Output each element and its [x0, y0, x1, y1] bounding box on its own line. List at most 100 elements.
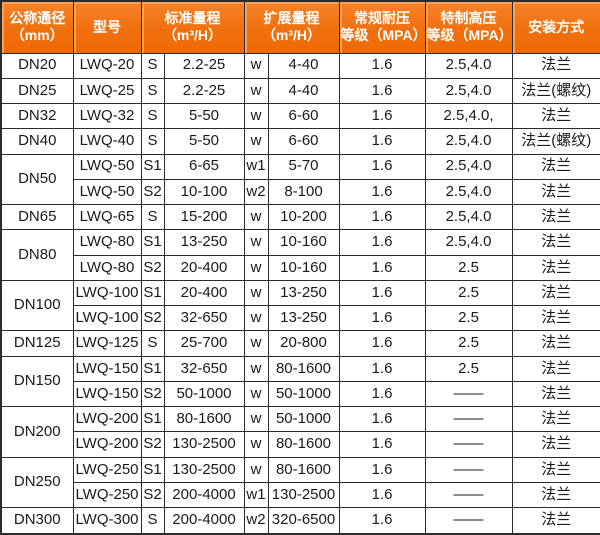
cell-extended-code: w: [243, 52, 269, 79]
table-row: DN80 LWQ-80 S1 13-250 w 10-160 1.6 2.5,4.0 法兰: [0, 229, 600, 281]
cell-extended-code: w: [243, 128, 269, 155]
header-line: 等级（MPA）: [340, 27, 425, 44]
cell-standard-code: S1: [140, 153, 165, 180]
cell-standard-range: 50-1000: [163, 380, 245, 408]
cell-model: LWQ-65: [72, 204, 142, 231]
cell-model: LWQ-20: [72, 52, 142, 79]
cell-standard-code: S: [140, 77, 165, 105]
cell-extended-code: w: [243, 330, 269, 357]
cell-standard-range: 200-4000: [163, 507, 245, 535]
cell-normal-pressure: 1.6: [338, 279, 426, 307]
cell-extended-range: 130-2500: [267, 482, 340, 509]
cell-standard-range: 2.2-25: [163, 77, 245, 105]
cell-extended-range: 4-40: [267, 52, 340, 79]
cell-standard-range: 25-700: [163, 330, 245, 357]
table-row: DN100 LWQ-100 S1 20-400 w 13-250 1.6 2.5 法兰: [0, 279, 600, 332]
cell-extended-code: w: [243, 355, 269, 382]
cell-high-pressure: 2.5,4.0: [424, 77, 513, 105]
cell-standard-code: S1: [140, 456, 165, 484]
cell-standard-code: S: [140, 204, 165, 231]
cell-high-pressure: 2.5: [424, 279, 513, 307]
cell-model: LWQ-80: [72, 254, 142, 281]
table-row: LWQ-80 S2 20-400 w 10-160 1.6 2.5 法兰: [1, 254, 600, 281]
cell-extended-range: 50-1000: [267, 380, 340, 408]
header-line: 扩展量程: [263, 10, 320, 27]
cell-install-method: 法兰: [511, 482, 600, 509]
table-row: LWQ-200 S2 130-2500 w 80-1600 1.6 —— 法兰: [1, 431, 600, 458]
cell-standard-code: S: [140, 507, 165, 535]
cell-standard-range: 32-650: [163, 305, 245, 332]
cell-model: LWQ-250: [72, 456, 142, 484]
cell-model: LWQ-200: [72, 431, 142, 458]
cell-normal-pressure: 1.6: [338, 103, 426, 130]
cell-install-method: 法兰: [511, 406, 600, 433]
header-extended-range: 扩展量程 （m³/H）: [243, 0, 340, 54]
cell-model: LWQ-50: [72, 153, 142, 180]
table-row: DN25 LWQ-25 S 2.2-25 w 4-40 1.6 2.5,4.0 法兰(螺纹): [0, 77, 600, 105]
cell-standard-code: S1: [140, 229, 165, 256]
cell-install-method: 法兰: [511, 380, 600, 408]
header-row: 公称通径 （mm） 型号 标准量程 （m³/H） 扩展量程 （m³/H） 常规耐…: [0, 0, 600, 54]
cell-standard-code: S1: [140, 279, 165, 307]
header-line: 特制高压: [440, 10, 497, 27]
cell-high-pressure: 2.5,4.0: [424, 128, 513, 155]
cell-standard-range: 130-2500: [163, 456, 245, 484]
cell-nominal-diameter: DN200: [0, 406, 74, 458]
cell-extended-range: 80-1600: [267, 431, 340, 458]
header-line: 公称通径: [9, 10, 66, 27]
cell-standard-range: 2.2-25: [163, 52, 245, 79]
table-row: LWQ-250 S2 200-4000 w1 130-2500 1.6 —— 法兰: [1, 482, 600, 509]
cell-extended-range: 4-40: [267, 77, 340, 105]
table-row: LWQ-100 S2 32-650 w 13-250 1.6 2.5 法兰: [1, 305, 600, 332]
spec-table-body: DN20 LWQ-20 S 2.2-25 w 4-40 1.6 2.5,4.0 法兰 DN25 LW…: [0, 52, 600, 535]
cell-standard-range: 200-4000: [163, 482, 245, 509]
cell-model: LWQ-40: [72, 128, 142, 155]
cell-standard-code: S2: [140, 482, 165, 509]
header-line: （m³/H）: [162, 27, 223, 44]
cell-nominal-diameter: DN40: [0, 128, 74, 155]
cell-standard-range: 20-400: [163, 254, 245, 281]
cell-install-method: 法兰: [511, 431, 600, 458]
cell-extended-code: w: [243, 204, 269, 231]
cell-extended-code: w: [243, 431, 269, 458]
cell-standard-code: S: [140, 330, 165, 357]
cell-high-pressure: ——: [424, 456, 513, 484]
cell-extended-code: w: [243, 103, 269, 130]
cell-model: LWQ-300: [72, 507, 142, 535]
header-normal-pressure: 常规耐压 等级（MPA）: [338, 0, 426, 54]
cell-high-pressure: 2.5,4.0,: [424, 103, 513, 130]
table-row: DN300 LWQ-300 S 200-4000 w2 320-6500 1.6 —— 法兰: [0, 507, 600, 535]
cell-normal-pressure: 1.6: [338, 355, 426, 382]
cell-nominal-diameter: DN150: [0, 355, 74, 408]
header-line: 安装方式: [528, 18, 585, 35]
cell-install-method: 法兰: [511, 52, 600, 79]
cell-standard-code: S2: [140, 305, 165, 332]
cell-extended-range: 10-200: [267, 204, 340, 231]
cell-high-pressure: 2.5: [424, 355, 513, 382]
cell-model: LWQ-100: [72, 305, 142, 332]
cell-install-method: 法兰: [511, 305, 600, 332]
cell-extended-range: 20-800: [267, 330, 340, 357]
cell-extended-range: 80-1600: [267, 456, 340, 484]
cell-normal-pressure: 1.6: [338, 77, 426, 105]
cell-standard-code: S2: [140, 178, 165, 206]
cell-standard-range: 10-100: [163, 178, 245, 206]
table-row: DN50 LWQ-50 S1 6-65 w1 5-70 1.6 2.5,4.0 法兰: [0, 153, 600, 206]
cell-normal-pressure: 1.6: [338, 482, 426, 509]
cell-extended-range: 6-60: [267, 128, 340, 155]
cell-model: LWQ-250: [72, 482, 142, 509]
cell-standard-range: 5-50: [163, 128, 245, 155]
cell-high-pressure: ——: [424, 380, 513, 408]
cell-install-method: 法兰: [511, 507, 600, 535]
cell-standard-code: S1: [140, 406, 165, 433]
cell-install-method: 法兰: [511, 254, 600, 281]
cell-install-method: 法兰: [511, 204, 600, 231]
cell-normal-pressure: 1.6: [338, 431, 426, 458]
header-line: 常规耐压: [354, 10, 410, 27]
cell-high-pressure: ——: [424, 431, 513, 458]
header-install-method: 安装方式: [511, 0, 600, 54]
header-model: 型号: [72, 0, 142, 54]
cell-model: LWQ-125: [72, 330, 142, 357]
cell-model: LWQ-150: [72, 355, 142, 382]
cell-extended-code: w1: [243, 153, 269, 180]
